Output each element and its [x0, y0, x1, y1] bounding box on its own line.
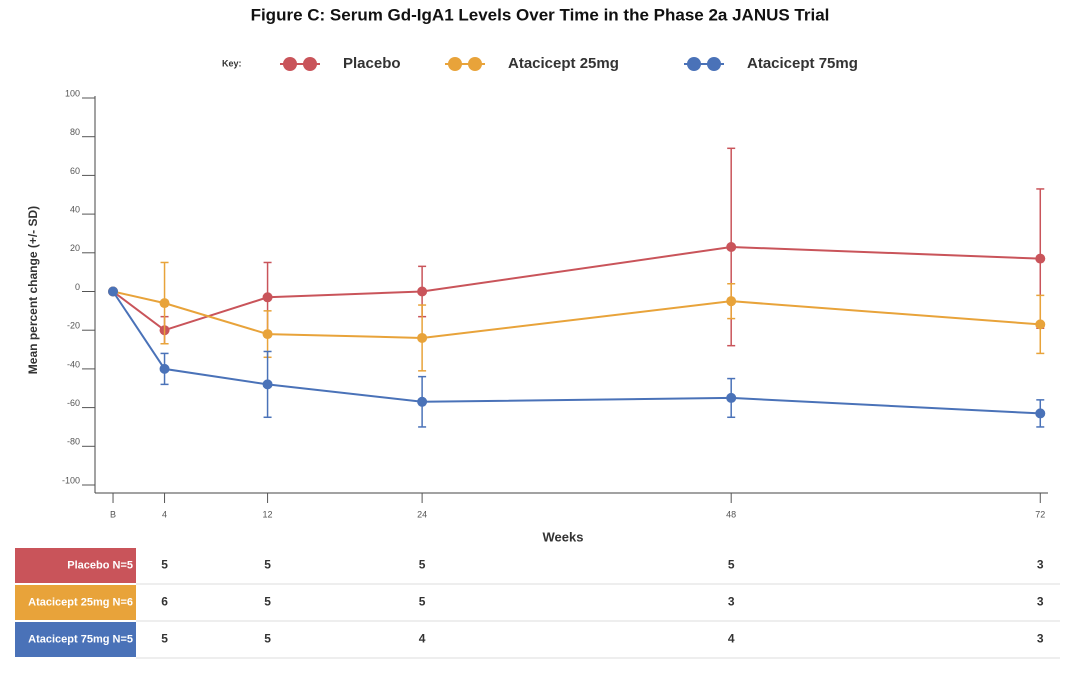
x-tick-label: 4: [162, 509, 167, 519]
data-point: [262, 292, 273, 303]
legend-title: Key:: [222, 58, 242, 68]
data-point: [417, 396, 428, 407]
data-point: [262, 379, 273, 390]
table-row-header: [15, 585, 136, 620]
y-tick-label: -100: [62, 475, 80, 485]
data-point: [108, 286, 119, 297]
legend-dot: [687, 57, 701, 71]
data-point: [417, 286, 428, 297]
data-point: [1035, 319, 1046, 330]
table-cell: 5: [161, 632, 168, 646]
table-cell: 3: [1037, 558, 1044, 572]
table-cell: 3: [1037, 632, 1044, 646]
legend-dot: [468, 57, 482, 71]
data-point: [262, 329, 273, 340]
legend-dot: [283, 57, 297, 71]
data-point: [726, 296, 737, 307]
legend-dot: [303, 57, 317, 71]
x-axis-label: Weeks: [543, 529, 584, 544]
data-point: [726, 241, 737, 252]
x-tick-label: 72: [1035, 509, 1045, 519]
y-tick-label: 20: [70, 243, 80, 253]
series-line: [112, 290, 1041, 415]
series-line: [112, 290, 1041, 339]
x-tick-label: 24: [417, 509, 427, 519]
data-point: [1035, 253, 1046, 264]
table-cell: 5: [728, 558, 735, 572]
data-point: [1035, 408, 1046, 419]
y-tick-label: 40: [70, 204, 80, 214]
legend-label: Placebo: [343, 55, 401, 72]
table-row-label: Atacicept 75mg N=5: [28, 633, 133, 645]
y-tick-label: -20: [67, 321, 80, 331]
y-tick-label: 60: [70, 166, 80, 176]
table-cell: 6: [161, 595, 168, 609]
table-cell: 5: [161, 558, 168, 572]
chart-title: Figure C: Serum Gd-IgA1 Levels Over Time…: [251, 5, 830, 24]
x-tick-label: 12: [263, 509, 273, 519]
data-point: [726, 392, 737, 403]
y-axis-label: Mean percent change (+/- SD): [26, 206, 40, 374]
table-cell: 5: [419, 595, 426, 609]
x-tick-label: B: [110, 509, 116, 519]
legend-dot: [448, 57, 462, 71]
data-point: [417, 332, 428, 343]
table-row-header: [15, 622, 136, 657]
x-tick-label: 48: [726, 509, 736, 519]
table-cell: 3: [728, 595, 735, 609]
y-tick-label: -60: [67, 398, 80, 408]
table-cell: 3: [1037, 595, 1044, 609]
table-cell: 5: [264, 632, 271, 646]
data-point: [159, 363, 170, 374]
table-row-label: Placebo N=5: [67, 559, 133, 571]
table-row-label: Atacicept 25mg N=6: [28, 596, 133, 608]
table-cell: 5: [264, 595, 271, 609]
table-row-header: [15, 548, 136, 583]
table-cell: 5: [264, 558, 271, 572]
y-tick-label: 100: [65, 88, 80, 98]
table-cell: 5: [419, 558, 426, 572]
y-tick-label: -80: [67, 437, 80, 447]
y-tick-label: 80: [70, 127, 80, 137]
series-line: [112, 245, 1041, 332]
y-tick-label: -40: [67, 359, 80, 369]
legend-label: Atacicept 25mg: [508, 55, 619, 72]
data-point: [159, 298, 170, 309]
y-tick-label: 0: [75, 282, 80, 292]
legend-dot: [707, 57, 721, 71]
legend-label: Atacicept 75mg: [747, 55, 858, 72]
table-cell: 4: [728, 632, 735, 646]
table-cell: 4: [419, 632, 426, 646]
